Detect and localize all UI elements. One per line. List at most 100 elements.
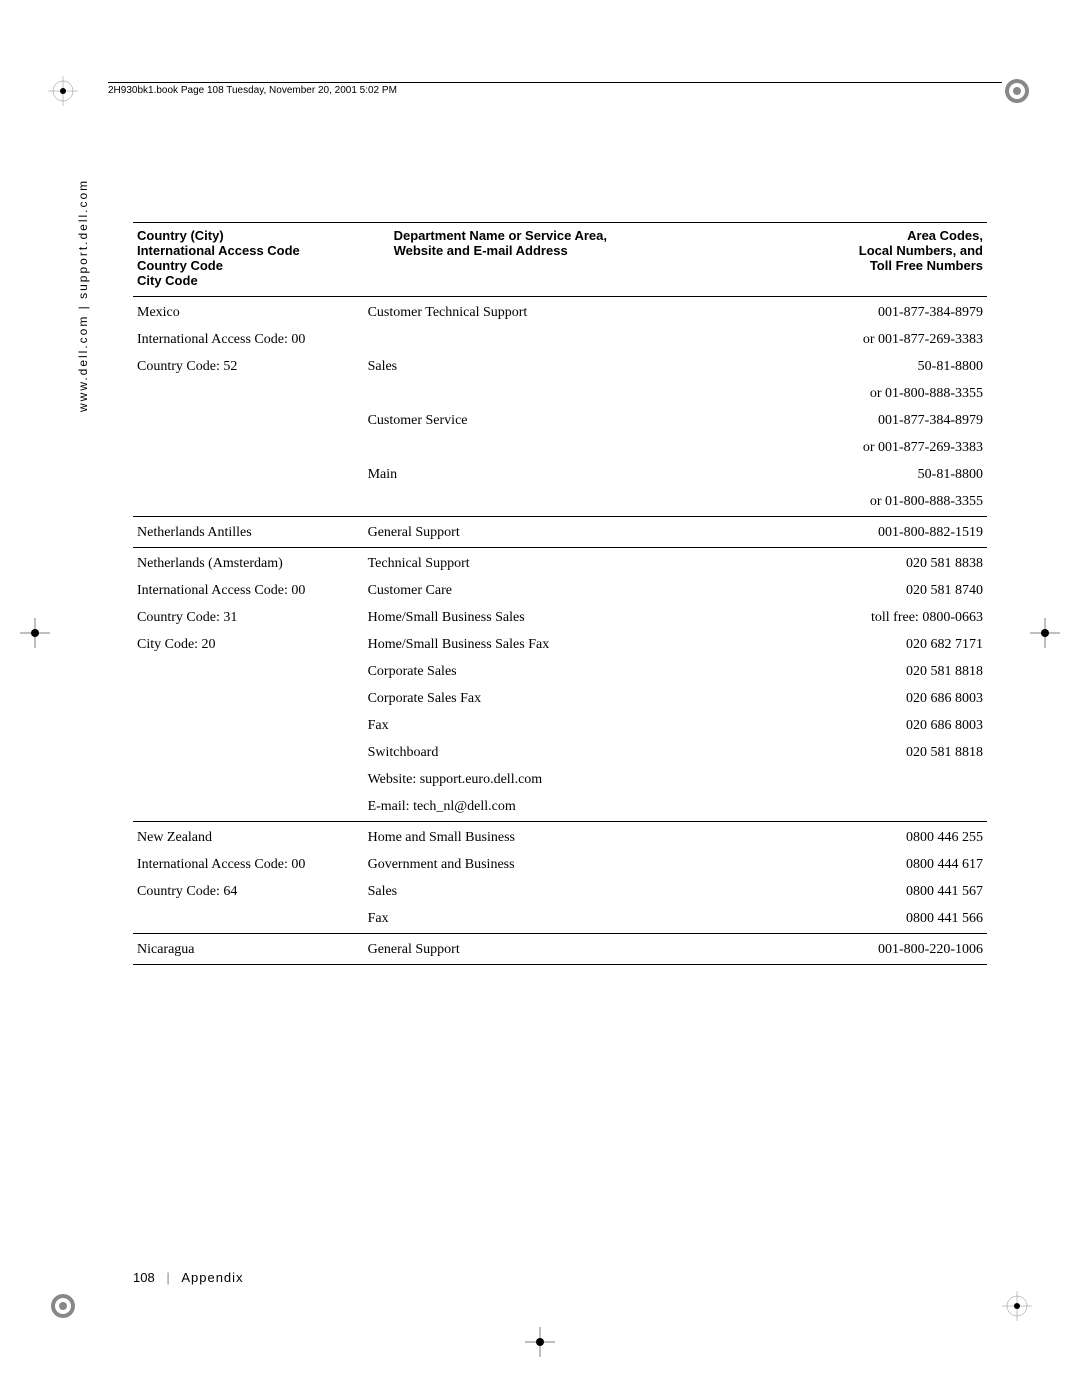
cell-number: 001-800-220-1006 [705, 934, 987, 965]
cell-department: Fax [364, 905, 706, 934]
table-row: Country Code: 52Sales50-81-8800 [133, 353, 987, 380]
cell-department [364, 488, 706, 517]
page-number: 108 [133, 1270, 155, 1285]
table-row: Main50-81-8800 [133, 461, 987, 488]
cell-number: 020 686 8003 [705, 685, 987, 712]
table-row: Switchboard020 581 8818 [133, 739, 987, 766]
cell-number: 001-877-384-8979 [705, 407, 987, 434]
cell-country: City Code: 20 [133, 631, 364, 658]
cell-country: Netherlands Antilles [133, 517, 364, 548]
cell-department: Home and Small Business [364, 822, 706, 852]
cell-country [133, 488, 364, 517]
cell-number: or 001-877-269-3383 [705, 434, 987, 461]
cell-department: General Support [364, 934, 706, 965]
cell-number: 020 581 8818 [705, 739, 987, 766]
table-row: International Access Code: 00Customer Ca… [133, 577, 987, 604]
cell-department: Customer Service [364, 407, 706, 434]
crop-mark-icon [48, 76, 78, 106]
cell-department: Home/Small Business Sales [364, 604, 706, 631]
table-row: MexicoCustomer Technical Support001-877-… [133, 297, 987, 327]
cell-number: 020 581 8818 [705, 658, 987, 685]
cell-department: Website: support.euro.dell.com [364, 766, 706, 793]
table-row: Corporate Sales020 581 8818 [133, 658, 987, 685]
cell-department: Corporate Sales [364, 658, 706, 685]
table-row: NicaraguaGeneral Support001-800-220-1006 [133, 934, 987, 965]
cell-country: Netherlands (Amsterdam) [133, 548, 364, 578]
cell-number: 020 682 7171 [705, 631, 987, 658]
cell-department: Sales [364, 878, 706, 905]
table-row: Fax0800 441 566 [133, 905, 987, 934]
cell-number: 50-81-8800 [705, 461, 987, 488]
cell-department: Main [364, 461, 706, 488]
crop-mark-icon [1002, 76, 1032, 106]
cell-country [133, 739, 364, 766]
table-row: International Access Code: 00 or 001-877-… [133, 326, 987, 353]
cell-country: International Access Code: 00 [133, 577, 364, 604]
cell-department: Government and Business [364, 851, 706, 878]
cell-country [133, 434, 364, 461]
cell-number: 0800 441 566 [705, 905, 987, 934]
cell-number [705, 793, 987, 822]
table-row: Website: support.euro.dell.com [133, 766, 987, 793]
cell-country [133, 658, 364, 685]
cell-department: Sales [364, 353, 706, 380]
table-row: or 01-800-888-3355 [133, 380, 987, 407]
cell-department: Customer Technical Support [364, 297, 706, 327]
cell-number: 020 581 8838 [705, 548, 987, 578]
header-department: Department Name or Service Area,Website … [364, 223, 706, 297]
cell-department: Fax [364, 712, 706, 739]
cell-country [133, 380, 364, 407]
cell-country: International Access Code: 00 [133, 326, 364, 353]
table-row: Netherlands (Amsterdam)Technical Support… [133, 548, 987, 578]
book-header: 2H930bk1.book Page 108 Tuesday, November… [108, 82, 1002, 96]
cell-country [133, 905, 364, 934]
table-row: Country Code: 31Home/Small Business Sale… [133, 604, 987, 631]
footer-section: Appendix [181, 1270, 243, 1285]
crop-mark-icon [20, 618, 50, 648]
cell-country: New Zealand [133, 822, 364, 852]
cell-department: Corporate Sales Fax [364, 685, 706, 712]
cell-country: Country Code: 52 [133, 353, 364, 380]
cell-number: 0800 446 255 [705, 822, 987, 852]
table-row: City Code: 20Home/Small Business Sales F… [133, 631, 987, 658]
cell-number: 001-877-384-8979 [705, 297, 987, 327]
cell-department [364, 326, 706, 353]
footer-separator: | [166, 1270, 169, 1285]
crop-mark-icon [1002, 1291, 1032, 1321]
cell-department: Technical Support [364, 548, 706, 578]
cell-number: or 01-800-888-3355 [705, 488, 987, 517]
cell-department: Switchboard [364, 739, 706, 766]
cell-country [133, 712, 364, 739]
cell-number: 001-800-882-1519 [705, 517, 987, 548]
table-row: Country Code: 64Sales0800 441 567 [133, 878, 987, 905]
table-row: Fax020 686 8003 [133, 712, 987, 739]
cell-number: 50-81-8800 [705, 353, 987, 380]
contact-table: Country (City)International Access CodeC… [133, 222, 987, 965]
cell-number: 020 686 8003 [705, 712, 987, 739]
table-row: Corporate Sales Fax020 686 8003 [133, 685, 987, 712]
header-country: Country (City)International Access CodeC… [133, 223, 364, 297]
cell-country: Mexico [133, 297, 364, 327]
cell-country [133, 685, 364, 712]
cell-number: toll free: 0800-0663 [705, 604, 987, 631]
cell-country: International Access Code: 00 [133, 851, 364, 878]
cell-department: General Support [364, 517, 706, 548]
cell-department [364, 380, 706, 407]
cell-number: or 001-877-269-3383 [705, 326, 987, 353]
sidebar-url: www.dell.com | support.dell.com [76, 179, 90, 412]
crop-mark-icon [48, 1291, 78, 1321]
cell-country: Country Code: 64 [133, 878, 364, 905]
cell-number: or 01-800-888-3355 [705, 380, 987, 407]
cell-number: 0800 441 567 [705, 878, 987, 905]
cell-department: Home/Small Business Sales Fax [364, 631, 706, 658]
table-row: Netherlands AntillesGeneral Support001-8… [133, 517, 987, 548]
table-row: E-mail: tech_nl@dell.com [133, 793, 987, 822]
table-row: International Access Code: 00Government … [133, 851, 987, 878]
cell-number: 020 581 8740 [705, 577, 987, 604]
cell-department: E-mail: tech_nl@dell.com [364, 793, 706, 822]
table-row: or 001-877-269-3383 [133, 434, 987, 461]
table-row: or 01-800-888-3355 [133, 488, 987, 517]
page-footer: 108 | Appendix [133, 1270, 244, 1285]
crop-mark-icon [1030, 618, 1060, 648]
cell-country [133, 461, 364, 488]
